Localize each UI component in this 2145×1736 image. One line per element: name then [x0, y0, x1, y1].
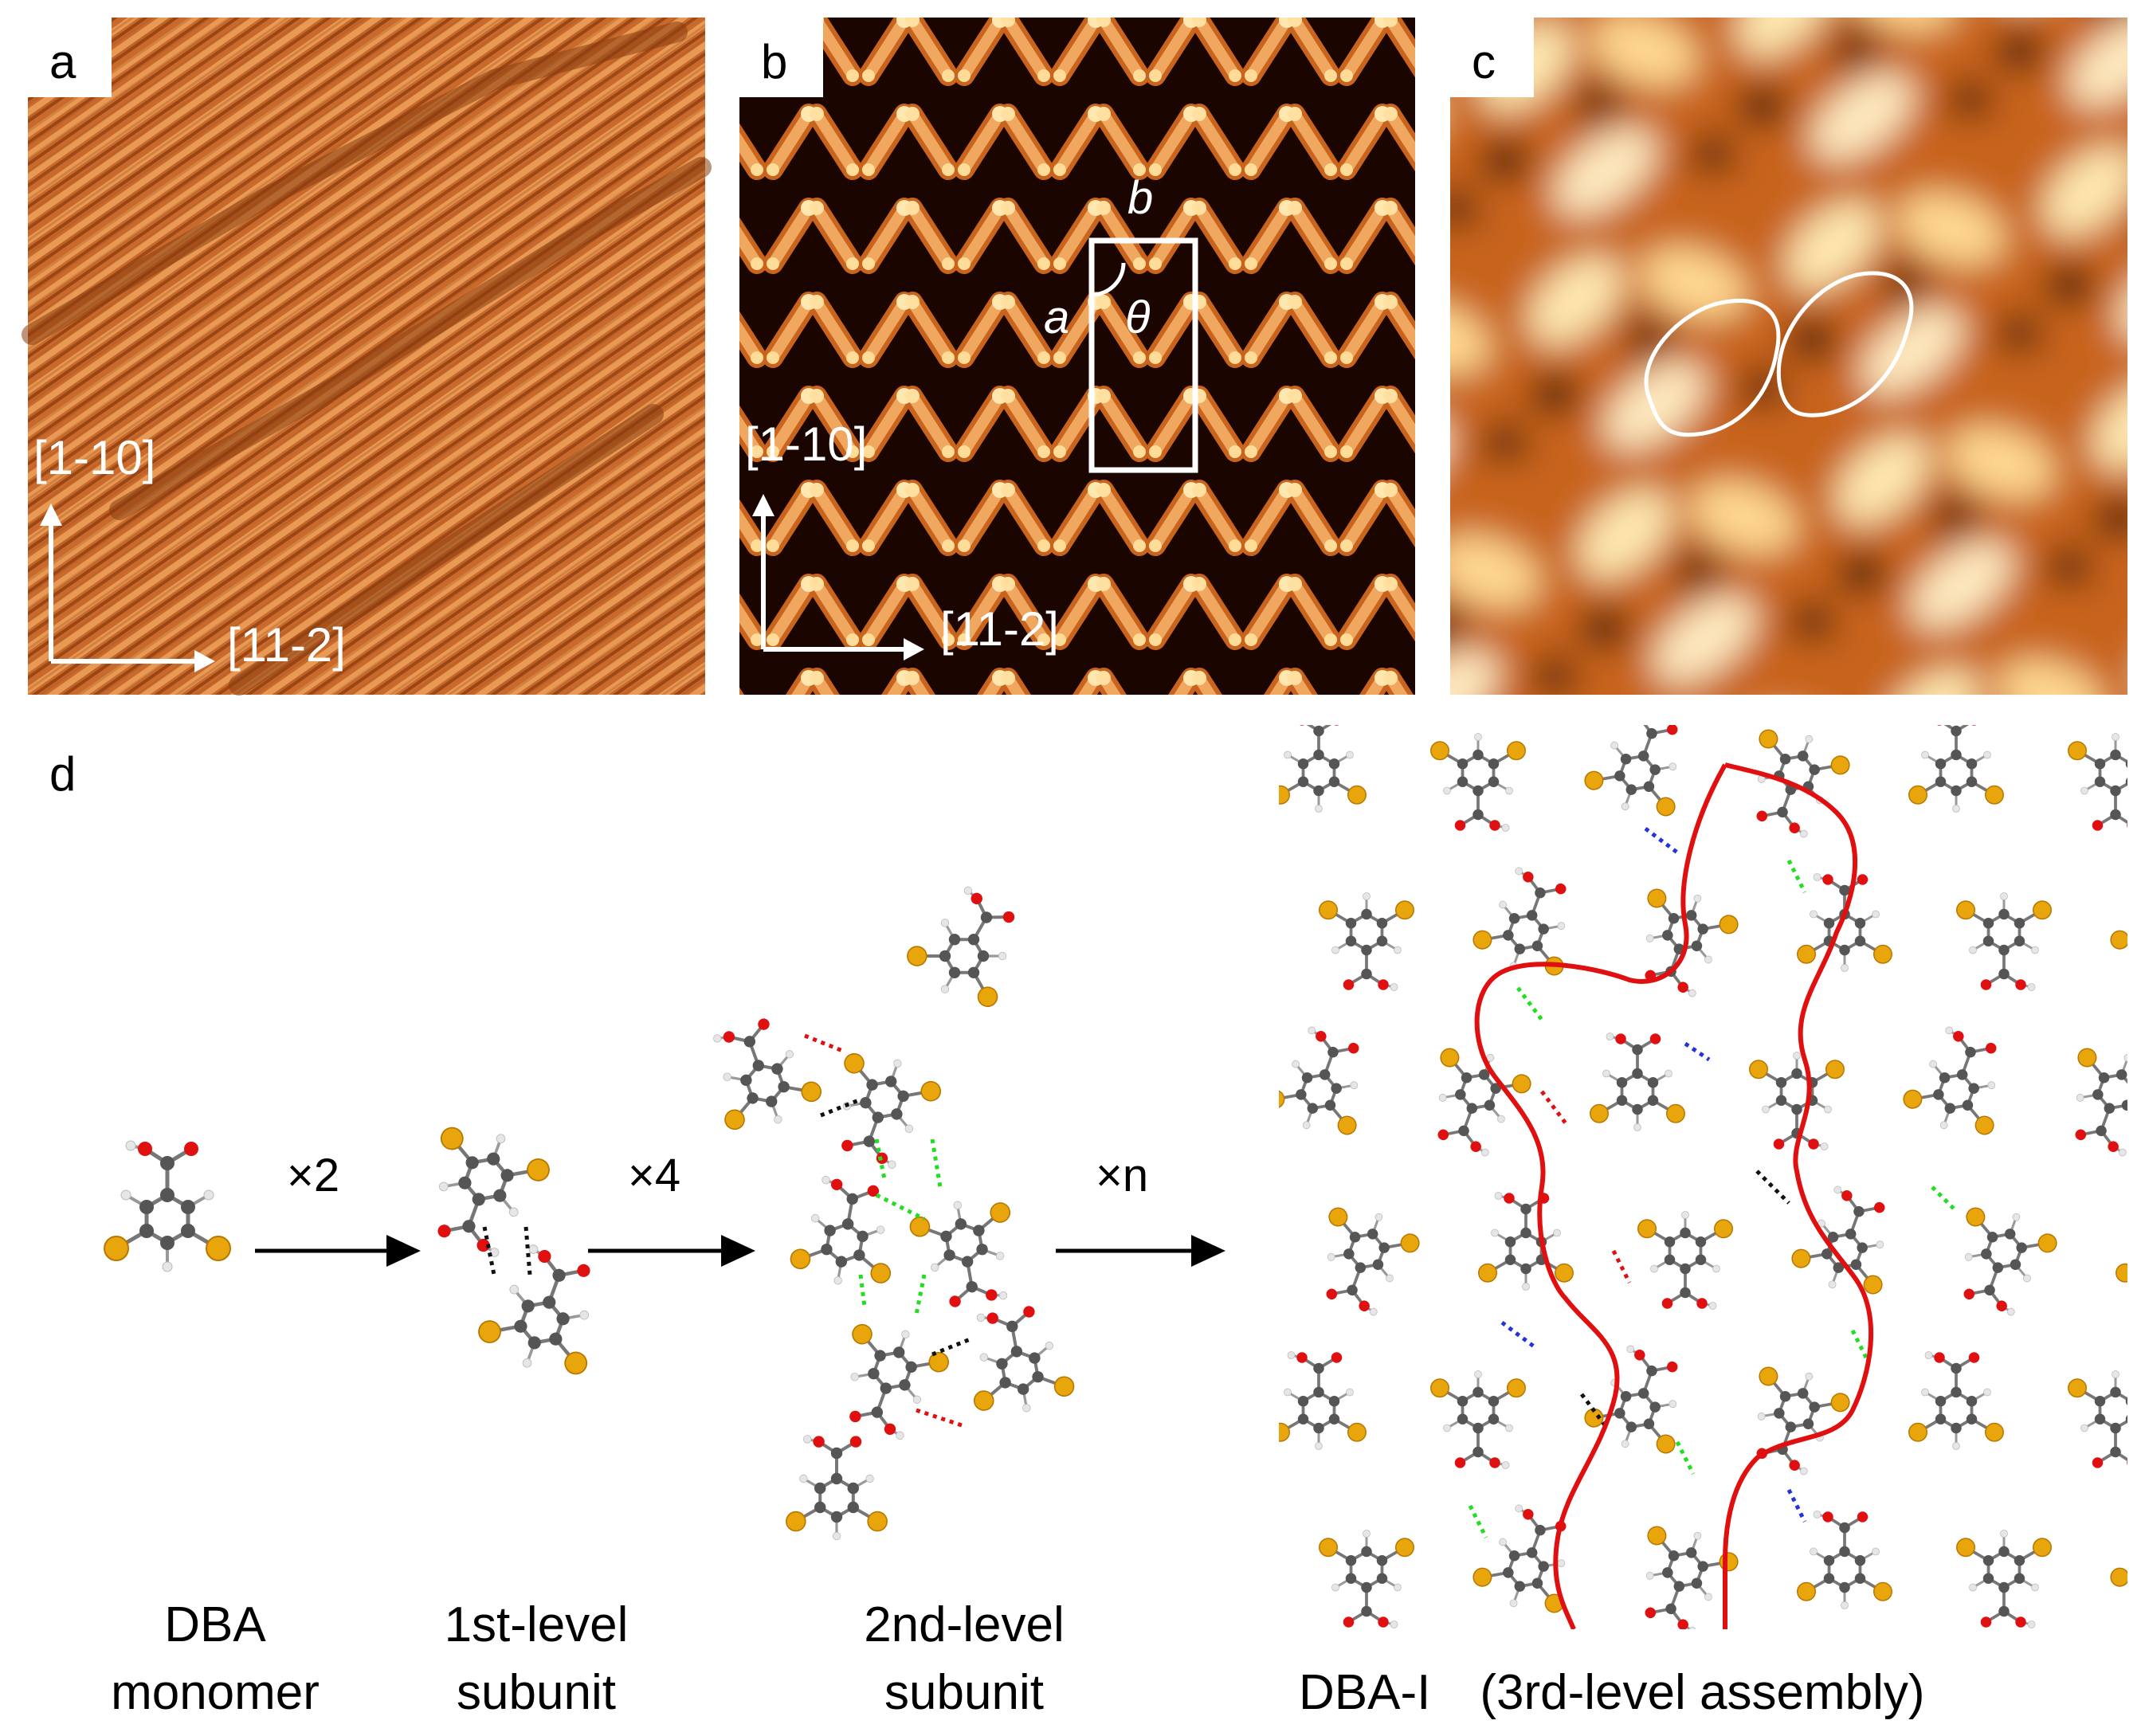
dba-molecule [1279, 725, 1367, 813]
dba-molecule [1797, 873, 1892, 972]
panel-c-letter: c [1472, 35, 1496, 88]
dba-molecule [1279, 1026, 1359, 1135]
panel-b-label-box [739, 18, 823, 97]
dba-molecule [1584, 1345, 1678, 1454]
dba-molecule [2068, 733, 2127, 831]
dba-molecule [713, 1018, 822, 1131]
step-arrow-2 [588, 1235, 755, 1267]
panel-c-stm-image: c [1450, 18, 2127, 695]
molecule-outline-2 [1776, 271, 1914, 417]
dba-molecule [1430, 1370, 1526, 1469]
caption-final: DBA-I (3rd-level assembly) [1299, 1665, 1925, 1720]
dba-molecule [909, 1201, 1011, 1307]
dba-molecule [2116, 1263, 2127, 1283]
dba-monomer-model [104, 1140, 231, 1272]
dba-molecule [2075, 1048, 2127, 1157]
step-arrow-1 [255, 1235, 421, 1267]
dba-molecule [1797, 1511, 1892, 1609]
dba-molecule [907, 886, 1015, 1008]
dba-molecule [2068, 1370, 2127, 1468]
dba-molecule [1956, 892, 2052, 991]
dba-molecule [1908, 1351, 2004, 1450]
dba-molecule [478, 1244, 590, 1375]
panel-b-dir-vertical: [1-10] [745, 417, 867, 471]
unit-cell-a-label: a [1044, 292, 1069, 343]
dba-molecule [786, 1435, 888, 1541]
dba-molecule [1319, 892, 1414, 991]
dba-molecule [1279, 1351, 1367, 1450]
dba-molecule [1637, 1211, 1733, 1310]
dba-molecule [1791, 1185, 1885, 1295]
caption-first-level-line1: 1st-level [445, 1597, 629, 1652]
red-outline-left [1474, 763, 1727, 1629]
dba-molecule [1319, 1530, 1414, 1628]
multiplier-2: ×4 [628, 1150, 680, 1201]
dba-molecule [1956, 1530, 2052, 1628]
panel-c-label-box [1450, 18, 1534, 97]
red-outline-right [1723, 762, 1874, 1629]
dba-molecule [1430, 733, 1526, 832]
dba-molecule [1472, 867, 1567, 976]
dba-molecule [849, 1323, 950, 1440]
dba-molecule [841, 1052, 942, 1169]
panel-d-letter: d [49, 747, 76, 801]
panel-a-label-box [28, 18, 112, 97]
dba-molecule [1963, 1207, 2057, 1316]
second-level-subunit-model [713, 886, 1075, 1541]
dba-molecule [790, 1175, 892, 1285]
step-arrow-3 [1056, 1235, 1225, 1267]
dba-molecule [437, 1127, 550, 1257]
dba-molecule [2110, 930, 2127, 950]
dba-molecule [1590, 1033, 1685, 1131]
dba-molecule [1326, 1207, 1420, 1316]
dba-molecule [104, 1140, 231, 1272]
multiplier-3: ×n [1096, 1150, 1148, 1201]
panel-b-dir-horizontal: [11-2] [940, 602, 1059, 656]
panel-a-dir-vertical: [1-10] [33, 431, 155, 484]
panel-b-stm-image: b b a θ [1-10] [11-2] [739, 18, 1415, 695]
unit-cell-b-label: b [1127, 172, 1153, 224]
dba-molecule [973, 1306, 1075, 1413]
panel-a-stm-image: a [1-10] [11-2] [22, 18, 712, 696]
dba-molecule [1584, 725, 1678, 817]
caption-second-level-line2: subunit [884, 1665, 1044, 1720]
panel-b-letter: b [761, 35, 787, 88]
dba-molecule [1749, 1052, 1845, 1150]
dba-molecule [1756, 1366, 1850, 1475]
dba-molecule [1645, 1526, 1739, 1629]
dba-molecule [1908, 725, 2004, 813]
unit-cell-rectangle [1088, 237, 1198, 473]
dba-molecule [2110, 1567, 2127, 1587]
caption-first-level-line2: subunit [457, 1665, 616, 1720]
dba-molecule [1437, 1048, 1531, 1157]
multiplier-1: ×2 [287, 1150, 339, 1201]
dba-i-assembly-model [1279, 725, 2127, 1629]
panel-a-letter: a [49, 35, 76, 88]
caption-monomer-line2: monomer [111, 1665, 320, 1720]
caption-monomer-line1: DBA [164, 1597, 266, 1652]
unit-cell-angle-arc [1091, 262, 1126, 297]
panel-a-dir-horizontal: [11-2] [227, 618, 346, 672]
dba-molecule [1903, 1026, 1997, 1135]
molecule-outline-1 [1644, 299, 1781, 437]
unit-cell-theta-label: θ [1125, 292, 1150, 343]
first-level-subunit-model [437, 1127, 590, 1375]
caption-second-level-line1: 2nd-level [864, 1597, 1065, 1652]
panel-d-scheme: d ×2 ×4 ×n DBA mono [49, 725, 2127, 1720]
